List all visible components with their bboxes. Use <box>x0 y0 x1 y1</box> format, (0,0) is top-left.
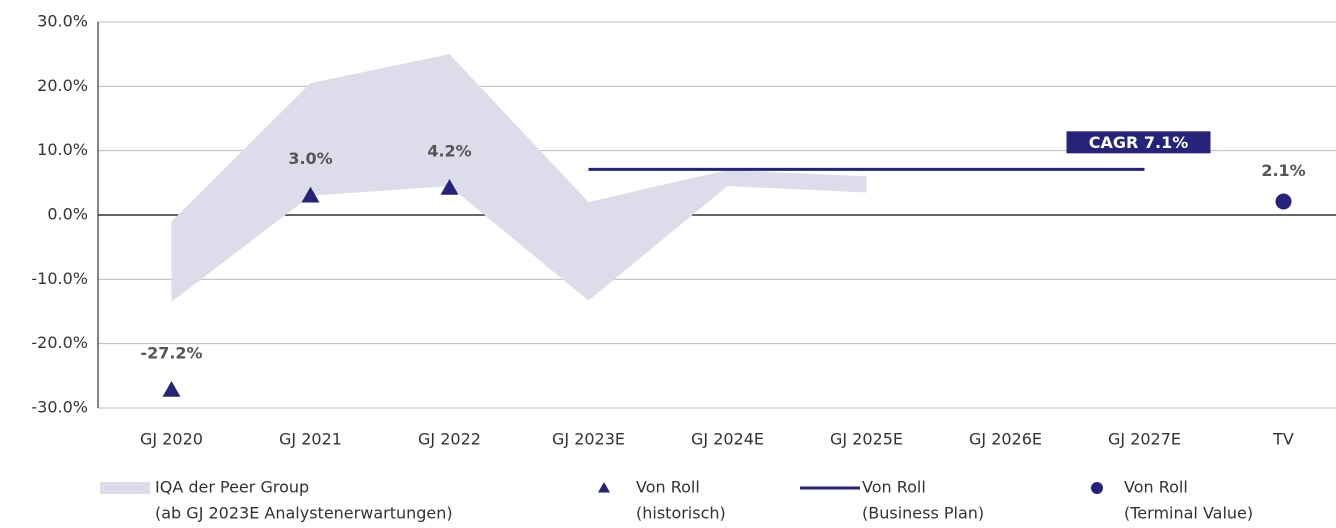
x-tick-label: GJ 2020 <box>140 430 203 449</box>
triangle-marker <box>162 380 181 397</box>
x-tick-label: TV <box>1272 430 1294 449</box>
legend-label: Von Roll <box>636 478 700 497</box>
value-label: -27.2% <box>140 343 202 362</box>
legend-label: IQA der Peer Group <box>155 478 309 497</box>
legend-label: (historisch) <box>636 504 726 523</box>
y-tick-label: -20.0% <box>31 333 88 352</box>
value-label: 2.1% <box>1261 161 1305 180</box>
y-tick-label: -30.0% <box>31 398 88 417</box>
legend-label: (ab GJ 2023E Analystenerwartungen) <box>155 504 453 523</box>
legend-label: Von Roll <box>862 478 926 497</box>
triangle-marker <box>440 178 459 195</box>
legend-swatch <box>100 482 150 494</box>
x-tick-label: GJ 2023E <box>552 430 625 449</box>
y-tick-label: 30.0% <box>37 12 88 31</box>
x-tick-label: GJ 2022 <box>418 430 481 449</box>
value-label: 3.0% <box>288 149 332 168</box>
legend-label: (Terminal Value) <box>1124 504 1253 523</box>
legend-swatch <box>598 482 610 493</box>
legend-label: (Business Plan) <box>862 504 984 523</box>
annotation-box <box>1066 131 1211 154</box>
circle-marker <box>1275 193 1292 210</box>
y-tick-label: 0.0% <box>47 205 88 224</box>
y-tick-label: 20.0% <box>37 76 88 95</box>
annotation: CAGR 7.1% <box>1089 133 1189 152</box>
y-tick-label: -10.0% <box>31 269 88 288</box>
x-tick-label: GJ 2027E <box>1108 430 1181 449</box>
x-tick-label: GJ 2021 <box>279 430 342 449</box>
x-tick-label: GJ 2024E <box>691 430 764 449</box>
iqa-band <box>171 54 867 302</box>
x-tick-label: GJ 2026E <box>969 430 1042 449</box>
value-label: 4.2% <box>427 141 471 160</box>
y-tick-label: 10.0% <box>37 140 88 159</box>
x-tick-label: GJ 2025E <box>830 430 903 449</box>
legend-swatch <box>1091 482 1103 494</box>
legend-label: Von Roll <box>1124 478 1188 497</box>
triangle-marker <box>301 186 320 203</box>
